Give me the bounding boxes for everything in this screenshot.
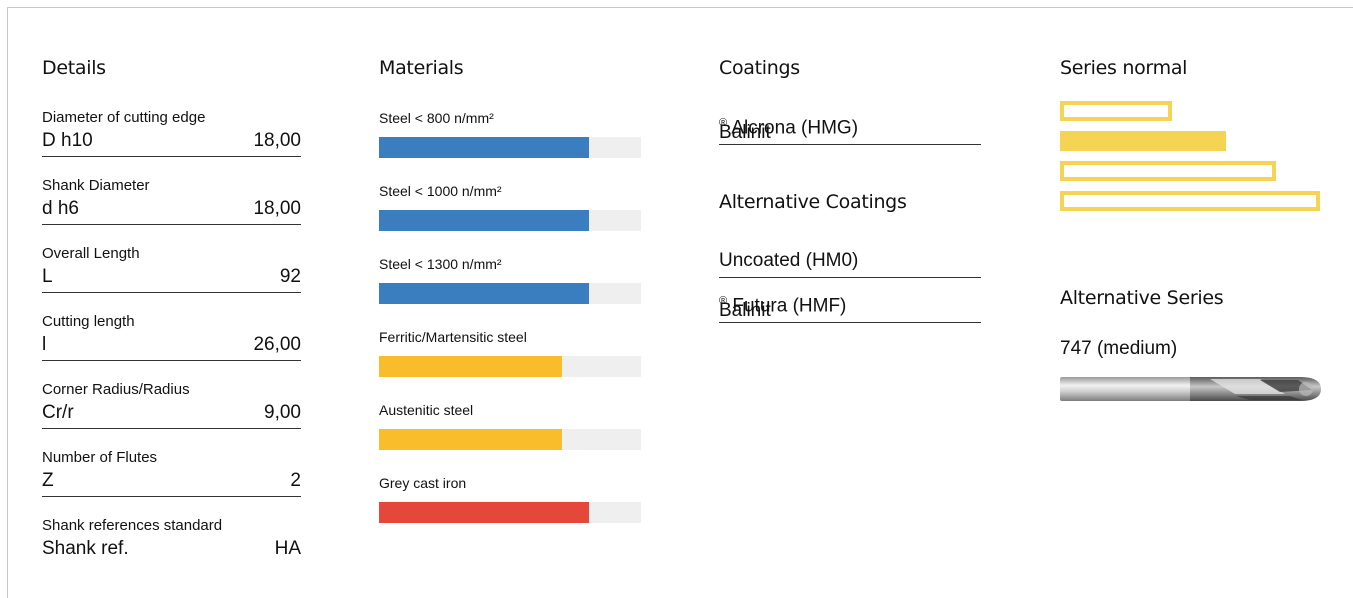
detail-symbol: L [42,266,53,287]
series-bar [1060,161,1276,181]
material-item-steel-800: Steel < 800 n/mm² [379,110,641,160]
detail-symbol: Z [42,470,54,491]
material-bar-track [379,210,641,231]
alternative-series-title: Alternative Series [1060,287,1224,309]
material-bar-track [379,137,641,158]
ball-end-mill-icon[interactable] [1060,370,1322,408]
detail-symbol: D h10 [42,130,93,151]
detail-symbol: d h6 [42,198,79,219]
detail-label: Shank references standard [42,517,223,534]
coating-name[interactable]: Balinit [719,300,771,321]
series-bar [1060,191,1320,211]
detail-row-overall-length: Overall Length L 92 [42,245,301,293]
material-bar-track [379,283,641,304]
material-bar-fill [379,137,589,158]
materials-title: Materials [379,57,464,79]
detail-symbol: Cr/r [42,402,74,423]
coating-name[interactable]: Uncoated (HM0) [719,250,859,271]
registered-mark: ® [719,117,728,129]
alternative-coatings-title: Alternative Coatings [719,191,907,213]
detail-value: 9,00 [264,402,301,423]
detail-row-shank-diameter: Shank Diameter d h6 18,00 [42,177,301,225]
detail-row-diameter: Diameter of cutting edge D h10 18,00 [42,109,301,157]
detail-value: 18,00 [253,130,301,151]
material-label: Austenitic steel [379,402,474,418]
material-bar-fill [379,429,562,450]
detail-label: Cutting length [42,313,135,330]
detail-value: HA [274,538,301,559]
material-label: Ferritic/Martensitic steel [379,329,527,345]
detail-symbol: Shank ref. [42,538,129,559]
coating-alt-uncoated[interactable]: Uncoated (HM0) [719,245,981,278]
detail-row-corner-radius: Corner Radius/Radius Cr/r 9,00 [42,381,301,429]
material-item-ferritic: Ferritic/Martensitic steel [379,329,641,379]
alternative-series-link[interactable]: 747 (medium) [1060,338,1178,359]
material-label: Steel < 800 n/mm² [379,110,494,126]
detail-label: Overall Length [42,245,140,262]
material-item-austenitic: Austenitic steel [379,402,641,452]
detail-label: Diameter of cutting edge [42,109,206,126]
detail-symbol: l [42,334,47,355]
material-bar-fill [379,210,589,231]
detail-label: Number of Flutes [42,449,158,466]
series-title: Series normal [1060,57,1188,79]
material-item-steel-1000: Steel < 1000 n/mm² [379,183,641,233]
material-item-steel-1300: Steel < 1300 n/mm² [379,256,641,306]
coating-primary: Balinit ® Alcrona (HMG) [719,112,981,145]
detail-value: 92 [279,266,301,287]
material-bar-track [379,502,641,523]
material-label: Steel < 1300 n/mm² [379,256,502,272]
registered-mark: ® [719,295,728,307]
coating-suffix[interactable]: Futura (HMF) [727,295,847,317]
details-title: Details [42,57,106,79]
detail-value: 18,00 [253,198,301,219]
coating-suffix: Alcrona (HMG) [727,117,859,139]
material-bar-track [379,429,641,450]
material-label: Steel < 1000 n/mm² [379,183,502,199]
material-item-grey-cast-iron: Grey cast iron [379,475,641,525]
material-label: Grey cast iron [379,475,467,491]
detail-label: Corner Radius/Radius [42,381,190,398]
detail-value: 2 [290,470,301,491]
series-bar [1060,101,1172,121]
detail-row-cutting-length: Cutting length l 26,00 [42,313,301,361]
coating-alt-futura[interactable]: Balinit ® Futura (HMF) [719,290,981,323]
material-bar-fill [379,356,562,377]
detail-label: Shank Diameter [42,177,150,194]
series-bar [1060,131,1226,151]
detail-value: 26,00 [253,334,301,355]
material-bar-track [379,356,641,377]
detail-row-shank-ref: Shank references standard Shank ref. HA [42,517,301,565]
coatings-title: Coatings [719,57,800,79]
coating-name: Balinit [719,122,771,143]
detail-row-flutes: Number of Flutes Z 2 [42,449,301,497]
material-bar-fill [379,283,589,304]
product-specs-panel: Details Diameter of cutting edge D h10 1… [7,7,1353,598]
material-bar-fill [379,502,589,523]
